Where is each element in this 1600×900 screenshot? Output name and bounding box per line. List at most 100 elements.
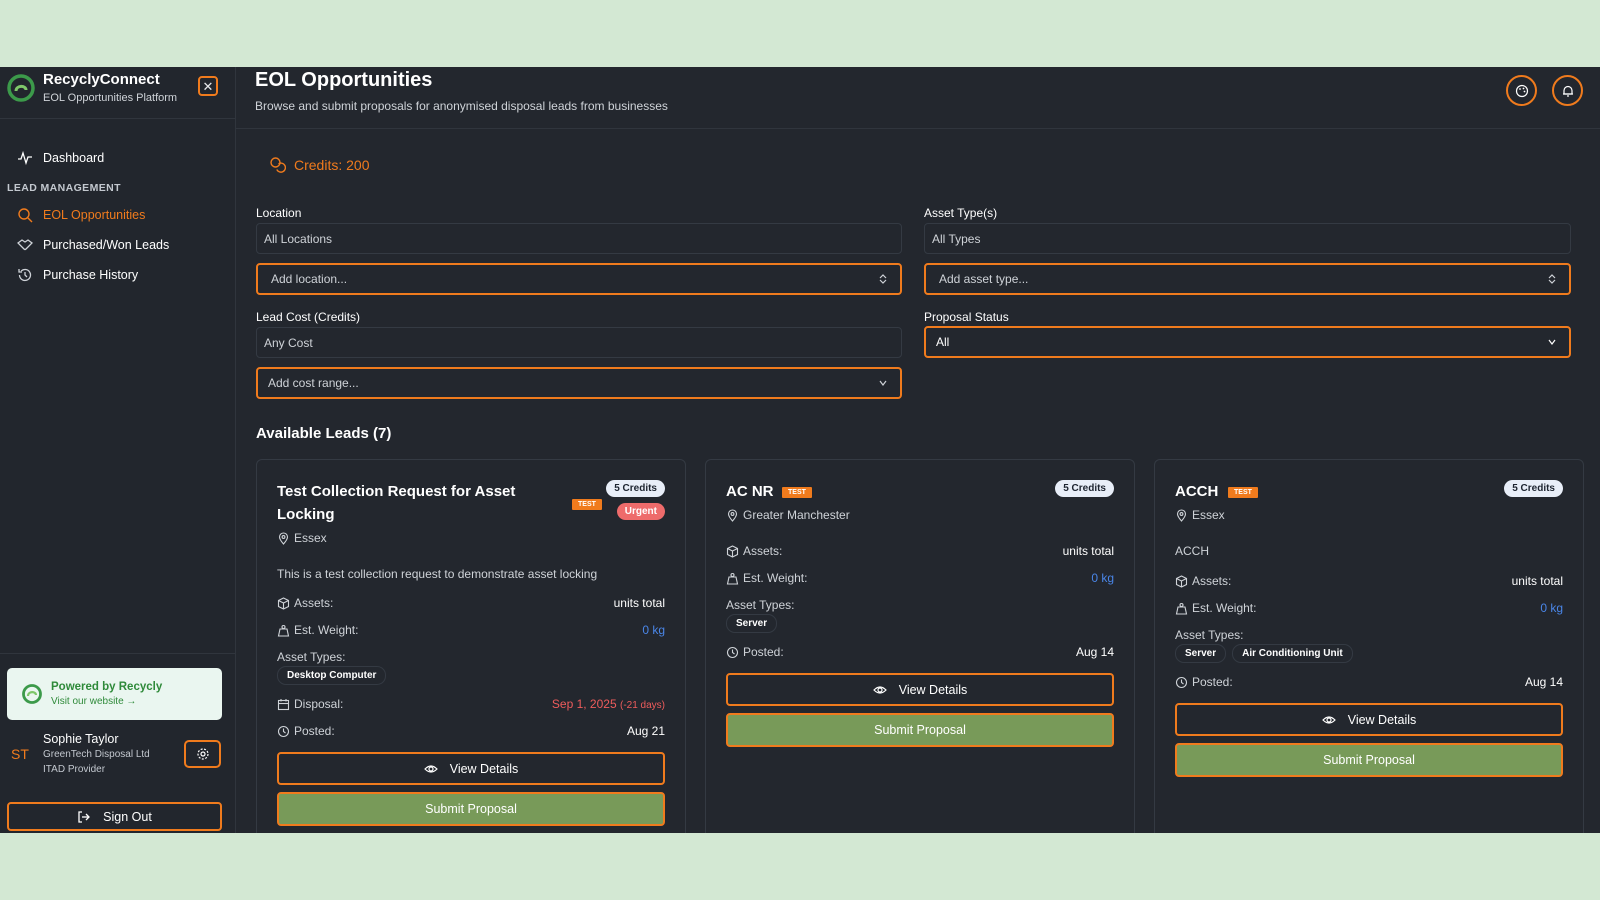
lead-card: Test Collection Request for Asset Lockin… [256, 459, 686, 833]
clock-icon [1175, 676, 1188, 688]
page-subtitle: Browse and submit proposals for anonymis… [255, 99, 668, 113]
proposal-status-select[interactable]: All [924, 326, 1571, 358]
user-profile: ST Sophie Taylor GreenTech Disposal Ltd … [0, 732, 235, 782]
logout-icon [78, 810, 91, 823]
sidebar-item-purchase-history[interactable]: Purchase History [0, 260, 235, 290]
test-badge: TEST [781, 486, 813, 499]
asset-type-chip: Desktop Computer [277, 666, 387, 685]
palette-icon [1515, 84, 1528, 97]
sidebar-item-label: Purchase History [43, 268, 139, 282]
submit-proposal-button[interactable]: Submit Proposal [1175, 743, 1563, 777]
disposal-date: Sep 1, 2025 [551, 697, 617, 711]
gear-icon [196, 748, 209, 760]
main-content: EOL Opportunities Browse and submit prop… [236, 67, 1600, 833]
map-pin-icon [278, 531, 289, 545]
weight-value: 0 kg [1091, 571, 1114, 585]
cost-range-select[interactable]: Add cost range... [256, 367, 902, 399]
chevron-up-down-icon [879, 274, 887, 284]
sidebar-item-label: Purchased/Won Leads [43, 238, 170, 252]
submit-proposal-button[interactable]: Submit Proposal [277, 792, 665, 826]
brand-title: RecyclyConnect [43, 71, 160, 88]
posted-row: Posted: Aug 14 [1175, 675, 1563, 689]
activity-icon [18, 150, 32, 166]
powered-by-card[interactable]: Powered by Recycly Visit our website → [7, 668, 222, 720]
assets-row: Assets: units total [1175, 574, 1563, 588]
sidebar-item-dashboard[interactable]: Dashboard [0, 143, 235, 173]
close-icon: ✕ [202, 78, 214, 94]
lead-cost-label: Lead Cost (Credits) [256, 310, 361, 324]
lead-location: Greater Manchester [726, 508, 1114, 522]
user-name: Sophie Taylor [43, 732, 119, 746]
recycly-logo-icon [22, 684, 42, 704]
weight-value: 0 kg [1540, 601, 1563, 615]
app-window: RecyclyConnect EOL Opportunities Platfor… [0, 67, 1600, 833]
settings-button[interactable] [184, 740, 221, 768]
clock-icon [726, 646, 739, 658]
map-pin-icon [727, 508, 738, 522]
view-details-button[interactable]: View Details [1175, 703, 1563, 736]
sign-out-button[interactable]: Sign Out [7, 802, 222, 831]
location-text: Essex [294, 531, 327, 545]
eye-icon [872, 685, 887, 694]
bell-icon [1562, 85, 1573, 97]
asset-type-select[interactable]: Add asset type... [924, 263, 1571, 295]
asset-type-chips: Server [726, 614, 778, 633]
package-icon [1175, 574, 1188, 588]
posted-value: Aug 14 [1524, 675, 1563, 689]
calendar-icon [277, 698, 290, 710]
eye-icon [423, 764, 438, 773]
test-badge: TEST [1227, 486, 1259, 499]
urgent-badge: Urgent [616, 503, 665, 520]
brand-subtitle: EOL Opportunities Platform [43, 92, 178, 104]
page-header: EOL Opportunities Browse and submit prop… [236, 67, 1600, 129]
posted-label: Posted: [294, 724, 335, 738]
asset-type-chips: Server Air Conditioning Unit [1175, 644, 1353, 663]
disposal-days: (-21 days) [619, 700, 665, 711]
asset-types-row: Asset Types: [1175, 628, 1563, 642]
lead-card: AC NR TEST 5 Credits Greater Manchester … [705, 459, 1135, 833]
search-icon [18, 208, 33, 223]
weight-icon [277, 624, 290, 637]
proposal-status-value: All [936, 335, 950, 349]
location-field[interactable]: All Locations [256, 223, 902, 254]
location-text: Essex [1192, 508, 1225, 522]
location-label: Location [256, 206, 302, 220]
assets-value: units total [1062, 544, 1114, 558]
posted-row: Posted: Aug 21 [277, 724, 665, 738]
asset-type-chips: Desktop Computer [277, 666, 387, 685]
sidebar-item-eol-opportunities[interactable]: EOL Opportunities [0, 200, 235, 230]
lead-card: ACCH TEST 5 Credits Essex ACCH Assets: u… [1154, 459, 1584, 833]
posted-value: Aug 21 [626, 724, 665, 738]
notifications-button[interactable] [1552, 75, 1583, 106]
handshake-icon [17, 239, 33, 251]
view-details-label: View Details [449, 761, 519, 776]
disposal-label: Disposal: [294, 697, 344, 711]
visit-website-link[interactable]: Visit our website → [51, 696, 137, 707]
submit-proposal-button[interactable]: Submit Proposal [726, 713, 1114, 747]
assets-label: Assets: [743, 544, 783, 558]
credits-balance: Credits: 200 [269, 156, 369, 173]
page-title: EOL Opportunities [255, 69, 433, 91]
cost-range-select-text: Add cost range... [268, 376, 359, 390]
weight-icon [726, 572, 739, 585]
posted-value: Aug 14 [1075, 645, 1114, 659]
sidebar-item-purchased-won-leads[interactable]: Purchased/Won Leads [0, 230, 235, 260]
sidebar-footer: Powered by Recycly Visit our website → S… [0, 653, 235, 833]
asset-types-label: Asset Types: [726, 598, 795, 612]
view-details-label: View Details [898, 682, 968, 697]
view-details-button[interactable]: View Details [726, 673, 1114, 706]
view-details-button[interactable]: View Details [277, 752, 665, 785]
location-select-text: Add location... [271, 272, 348, 286]
lead-description: This is a test collection request to dem… [277, 567, 598, 581]
asset-type-chip: Server [1175, 644, 1227, 663]
asset-type-field[interactable]: All Types [924, 223, 1571, 254]
location-select[interactable]: Add location... [256, 263, 902, 295]
asset-types-label: Asset Types: [277, 650, 346, 664]
theme-button[interactable] [1506, 75, 1537, 106]
close-sidebar-button[interactable]: ✕ [198, 76, 218, 96]
location-text: Greater Manchester [743, 508, 850, 522]
weight-row: Est. Weight: 0 kg [726, 571, 1114, 585]
test-badge: TEST [571, 498, 603, 511]
lead-cost-field[interactable]: Any Cost [256, 327, 902, 358]
asset-types-label: Asset Types: [1175, 628, 1244, 642]
